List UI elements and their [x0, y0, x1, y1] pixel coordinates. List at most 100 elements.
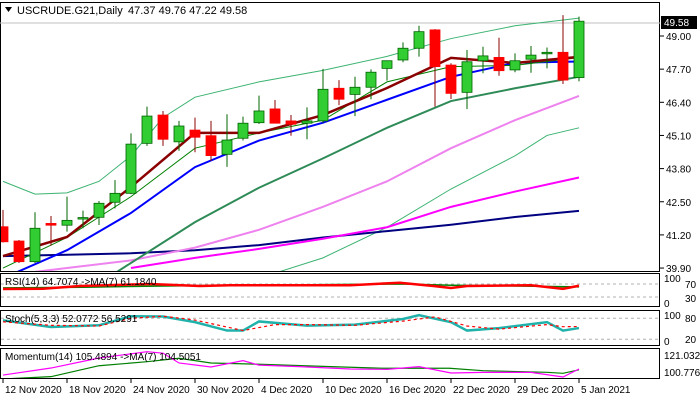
candle-body	[1, 226, 9, 243]
ohlc-values: 47.37 49.76 47.22 49.58	[128, 5, 247, 17]
date-tick-label: 30 Nov 2020	[197, 385, 254, 396]
candle-body	[525, 54, 537, 60]
candle-body	[397, 47, 409, 61]
rsi-lines	[1, 281, 660, 298]
candle-body	[445, 64, 457, 94]
candle-body	[477, 55, 489, 62]
rsi-axis: 100 70 30 0	[664, 274, 697, 310]
rsi-pane[interactable]	[0, 273, 660, 307]
date-tick-label: 16 Dec 2020	[389, 385, 446, 396]
candle-body	[541, 51, 553, 55]
momentum-scale-label: 121.0329	[664, 351, 700, 362]
momentum-pane[interactable]	[0, 348, 660, 379]
candle-body	[573, 20, 585, 78]
stoch-main-line	[2, 313, 580, 332]
stoch-scale-label: 80	[685, 314, 697, 325]
ma-magenta-line	[130, 176, 580, 270]
price-tick-label: 41.20	[666, 231, 691, 242]
candle-body	[77, 217, 89, 220]
candle-body	[221, 139, 233, 155]
date-tick-label: 18 Nov 2020	[69, 385, 126, 396]
momentum-axis: 121.0329 100.7767	[664, 351, 700, 379]
bullish-candle	[541, 47, 553, 69]
bearish-candle	[269, 100, 281, 124]
momentum-ma-line	[10, 357, 580, 378]
price-axis[interactable]: 49.00 47.70 46.40 45.10 43.80 42.50 41.20 39.90	[660, 32, 691, 275]
bullish-candle	[253, 95, 265, 124]
candle-body	[509, 60, 521, 71]
bearish-candle	[285, 115, 297, 136]
price-tick-label: 43.80	[666, 165, 691, 176]
bullish-candle	[317, 68, 329, 123]
bullish-candle	[61, 196, 73, 232]
date-tick-label: 12 Nov 2020	[5, 385, 62, 396]
candle-body	[349, 86, 361, 95]
candle-body	[205, 135, 217, 156]
date-tick-label: 24 Nov 2020	[133, 385, 190, 396]
candle-body	[61, 219, 73, 226]
candle-body	[109, 192, 121, 203]
rsi-label: RSI(14) 64.7074 ->MA(7) 61.1840	[5, 277, 157, 288]
date-tick-label: 10 Dec 2020	[325, 385, 382, 396]
bearish-candle	[189, 117, 201, 153]
bearish-candle	[1, 209, 9, 243]
bollinger-lower-line	[280, 127, 580, 271]
bullish-candle	[397, 42, 409, 63]
momentum-label: Momentum(14) 105.4894 ->MA(7) 104.5051	[5, 352, 201, 363]
bullish-candle	[77, 210, 89, 229]
date-tick-label: 5 Jan 2021	[581, 385, 631, 396]
bullish-candle	[237, 116, 249, 141]
candle-body	[189, 129, 201, 138]
stoch-scale-label: 100	[664, 311, 681, 322]
price-tick-label: 47.70	[666, 65, 691, 76]
bearish-candle	[333, 80, 345, 106]
candle-body	[333, 87, 345, 100]
bearish-candle	[429, 29, 441, 107]
rsi-scale-label: 0	[664, 299, 670, 310]
bearish-candle	[13, 240, 25, 263]
current-price-badge	[661, 16, 697, 29]
candle-body	[269, 108, 281, 124]
candle-body	[45, 223, 57, 226]
rsi-scale-label: 30	[685, 294, 697, 305]
bullish-candle	[221, 114, 233, 167]
rsi-scale-label: 70	[685, 280, 697, 291]
bearish-candle	[205, 120, 217, 161]
bearish-candle	[157, 110, 169, 146]
momentum-scale-label: 100.7767	[664, 368, 700, 379]
bullish-candle	[413, 25, 425, 57]
bullish-candle	[349, 76, 361, 117]
bullish-candle	[365, 69, 377, 100]
bullish-candle	[301, 107, 313, 140]
bullish-candle	[125, 133, 137, 195]
candle-body	[381, 60, 393, 69]
main-pane[interactable]	[0, 2, 660, 272]
candle-body	[157, 114, 169, 140]
candle-body	[461, 61, 473, 93]
bearish-candle	[493, 37, 505, 76]
candle-body	[285, 120, 297, 125]
bullish-candle	[173, 120, 185, 151]
triangle-down-icon[interactable]	[5, 7, 12, 12]
bullish-candle	[477, 46, 489, 74]
candle-body	[429, 29, 441, 68]
candle-body	[301, 120, 313, 124]
ma-green-line	[116, 75, 580, 271]
bollinger-upper-line	[2, 17, 580, 195]
candle-body	[413, 31, 425, 49]
candle-body	[141, 115, 153, 144]
date-axis[interactable]: 12 Nov 2020 18 Nov 2020 24 Nov 2020 30 Nov …	[2, 378, 631, 396]
stoch-label: Stoch(5,3,3) 52.0772 56.5291	[5, 314, 138, 325]
bullish-candle	[573, 16, 585, 82]
price-tick-label: 45.10	[666, 131, 691, 142]
bullish-candle	[381, 60, 393, 81]
chart-header: USCRUDE.G21,Daily 47.37 49.76 47.22 49.5…	[5, 5, 247, 17]
ma-navy-line	[2, 209, 580, 258]
bullish-candle	[509, 53, 521, 73]
candle-body	[365, 71, 377, 88]
bullish-candle	[93, 200, 105, 225]
candle-body	[557, 51, 569, 81]
stoch-lines	[1, 313, 660, 340]
